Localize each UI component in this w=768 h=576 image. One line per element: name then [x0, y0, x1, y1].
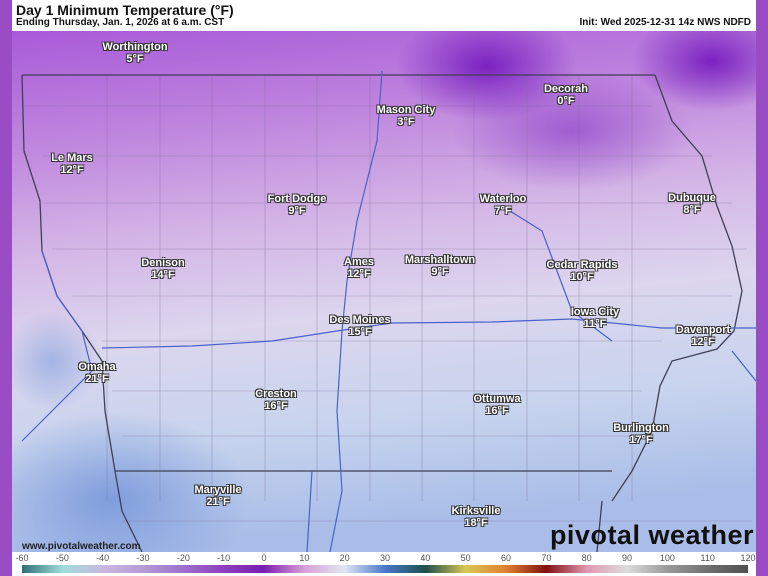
city-name: Cedar Rapids — [546, 259, 618, 271]
city-label-burlington: Burlington 17°F — [613, 422, 669, 446]
city-name: Worthington — [102, 41, 168, 53]
map-canvas — [0, 11, 768, 576]
city-temp: 18°F — [464, 517, 488, 529]
city-label-worthington: Worthington 5°F — [102, 41, 167, 65]
city-label-kirksville: Kirksville 18°F — [452, 505, 501, 529]
city-label-creston: Creston 16°F — [255, 388, 297, 412]
city-temp: 12°F — [347, 268, 371, 280]
city-label-mason-city: Mason City 3°F — [377, 104, 436, 128]
colorbar-tick: 30 — [379, 553, 391, 563]
city-name: Iowa City — [570, 306, 620, 318]
colorbar-tick: -50 — [55, 553, 69, 563]
city-label-des-moines: Des Moines 15°F — [329, 314, 390, 338]
colorbar-tick: 120 — [740, 553, 756, 563]
city-temp: 15°F — [348, 326, 372, 338]
city-name: Denison — [141, 257, 185, 269]
city-temp: 11°F — [583, 318, 607, 330]
city-temp: 17°F — [629, 434, 653, 446]
city-label-dubuque: Dubuque 8°F — [668, 192, 716, 216]
city-temp: 9°F — [431, 266, 449, 278]
colorbar-tick: -30 — [136, 553, 150, 563]
city-temp: 10°F — [570, 271, 594, 283]
colorbar-tick: 110 — [700, 553, 715, 563]
city-temp: 14°F — [151, 269, 175, 281]
city-temp: 12°F — [691, 336, 715, 348]
city-label-cedar-rapids: Cedar Rapids 10°F — [547, 259, 618, 283]
city-name: Fort Dodge — [267, 193, 327, 205]
colorbar-gradient — [22, 565, 748, 573]
city-temp: 16°F — [264, 400, 288, 412]
city-label-davenport: Davenport 12°F — [676, 324, 730, 348]
state-borders — [21, 74, 743, 553]
colorbar-tick: -10 — [217, 553, 231, 563]
city-name: Waterloo — [479, 193, 527, 205]
warm-pocket — [0, 411, 252, 576]
city-name: Mason City — [376, 104, 436, 116]
colorbar-tick: -40 — [96, 553, 110, 563]
colorbar-tick: 100 — [659, 553, 675, 563]
city-temp: 5°F — [126, 53, 144, 65]
website-link[interactable]: www.pivotalweather.com — [22, 541, 141, 552]
city-label-maryville: Maryville 21°F — [194, 484, 241, 508]
city-temp: 3°F — [397, 116, 415, 128]
map-title: Day 1 Minimum Temperature (°F) — [16, 2, 234, 18]
map-subtitle: Ending Thursday, Jan. 1, 2026 at 6 a.m. … — [16, 17, 225, 28]
city-label-iowa-city: Iowa City 11°F — [571, 306, 619, 330]
county-lines — [22, 76, 752, 522]
city-label-decorah: Decorah 0°F — [544, 83, 588, 107]
city-name: Des Moines — [329, 314, 391, 326]
city-name: Davenport — [675, 324, 731, 336]
city-temp: 12°F — [60, 164, 84, 176]
city-temp: 8°F — [683, 204, 701, 216]
city-name: Marshalltown — [404, 254, 476, 266]
city-temp: 0°F — [557, 95, 575, 107]
colorbar-tick: -20 — [176, 553, 190, 563]
colorbar-tick: -60 — [15, 553, 29, 563]
colorbar: -60 -50 -40 -30 -20 -10 0 10 20 30 40 50 60 70 80 90 100… — [12, 552, 756, 576]
city-label-waterloo: Waterloo 7°F — [480, 193, 527, 217]
brand-logo: pivotal weather — [549, 520, 754, 550]
city-label-denison: Denison 14°F — [141, 257, 184, 281]
colorbar-tick: 0 — [261, 553, 267, 563]
city-name: Kirksville — [451, 505, 501, 517]
city-label-omaha: Omaha 21°F — [78, 361, 115, 385]
city-name: Dubuque — [668, 192, 716, 204]
city-temp: 7°F — [494, 205, 512, 217]
colorbar-tick: 60 — [500, 553, 512, 563]
city-temp: 9°F — [288, 205, 306, 217]
city-name: Ottumwa — [473, 393, 521, 405]
city-name: Ames — [344, 256, 374, 268]
init-time: Init: Wed 2025-12-31 14z NWS NDFD — [579, 17, 751, 28]
city-label-ames: Ames 12°F — [344, 256, 374, 280]
rivers — [21, 70, 757, 553]
colorbar-tick: 80 — [581, 553, 592, 563]
city-name: Decorah — [543, 83, 589, 95]
colorbar-tick: 90 — [621, 553, 633, 563]
city-label-le-mars: Le Mars 12°F — [51, 152, 93, 176]
city-name: Creston — [255, 388, 297, 400]
city-temp: 21°F — [206, 496, 230, 508]
city-label-ottumwa: Ottumwa 16°F — [473, 393, 520, 417]
colorbar-tick: 10 — [299, 553, 310, 563]
temperature-map: Worthington 5°F Decorah 0°F Mason City 3°F … — [0, 11, 768, 576]
header: Day 1 Minimum Temperature (°F) Ending Th… — [12, 0, 756, 31]
city-label-fort-dodge: Fort Dodge 9°F — [268, 193, 327, 217]
city-temp: 16°F — [485, 405, 509, 417]
city-name: Burlington — [613, 422, 669, 434]
colorbar-tick: 70 — [541, 553, 552, 563]
city-name: Le Mars — [51, 152, 93, 164]
colorbar-tick: 50 — [460, 553, 471, 563]
cold-pocket — [632, 11, 768, 111]
colorbar-tick: 40 — [420, 553, 431, 563]
colorbar-tick: 20 — [339, 553, 350, 563]
city-name: Omaha — [78, 361, 116, 373]
city-name: Maryville — [194, 484, 242, 496]
city-label-marshalltown: Marshalltown 9°F — [405, 254, 475, 278]
city-temp: 21°F — [85, 373, 109, 385]
